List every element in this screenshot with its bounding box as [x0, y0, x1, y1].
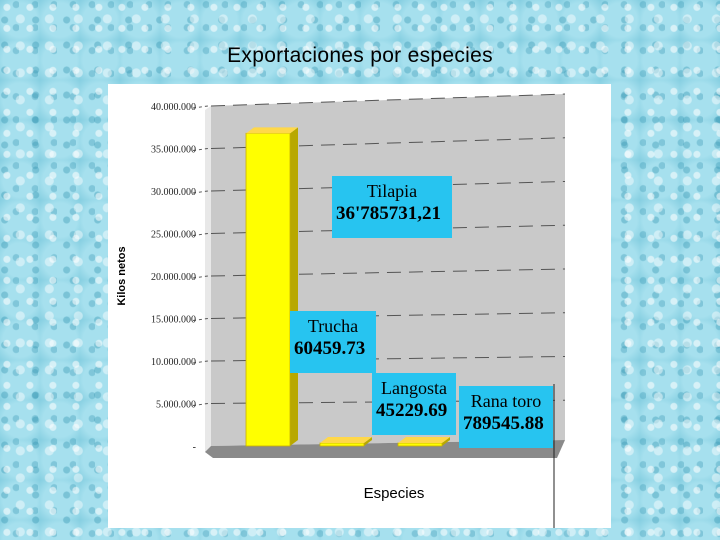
callout-value: 789545.88 — [463, 413, 544, 434]
bar-top-trucha — [320, 437, 372, 443]
y-tick-label: 10.000.000 — [151, 357, 196, 368]
bar-trucha — [319, 442, 365, 447]
bar-chart: - 5.000.000 10.000.000 15.000.000 20.000.000… — [116, 93, 566, 528]
gridline — [210, 93, 566, 107]
gridline-side — [192, 105, 209, 109]
bar-side-trucha — [364, 437, 372, 446]
callout-value: 36'785731,21 — [336, 203, 442, 224]
bar-top-tilapia — [246, 127, 298, 134]
gridline-side — [192, 148, 209, 151]
y-tick-label: - — [193, 442, 196, 453]
y-tick-label: 40.000.000 — [151, 102, 196, 113]
gridline-side — [192, 318, 209, 321]
gridline — [210, 356, 566, 362]
gridline — [210, 137, 566, 149]
callout-value: 45229.69 — [376, 400, 448, 421]
y-tick-label: 20.000.000 — [151, 272, 196, 283]
callout-tilapia: Tilapia 36'785731,21 — [332, 176, 452, 238]
slide-title: Exportaciones por especies — [227, 44, 493, 67]
callout-rana-toro: Rana toro 789545.88 — [459, 386, 553, 448]
callout-label: Rana toro — [470, 391, 542, 411]
gridline-side — [192, 275, 209, 279]
y-tick-label: 30.000.000 — [151, 187, 196, 198]
gridline — [210, 312, 566, 319]
callout-trucha: Trucha 60459.73 — [290, 311, 376, 373]
chart-panel: - 5.000.000 10.000.000 15.000.000 20.000.000… — [108, 84, 611, 528]
gridline-side — [192, 360, 209, 364]
callout-label: Trucha — [307, 316, 359, 336]
gridline — [210, 268, 566, 277]
bar-side-tilapia — [290, 127, 298, 446]
y-tick-label: 5.000.000 — [156, 400, 196, 411]
callout-value: 60459.73 — [294, 338, 366, 359]
callout-label: Tilapia — [366, 181, 418, 201]
bar-langosta — [397, 442, 443, 447]
bar-side-langosta — [442, 437, 450, 446]
bar-top-langosta — [398, 437, 450, 443]
y-tick-label: 15.000.000 — [151, 315, 196, 326]
y-axis-title: Kilos netos — [116, 246, 128, 305]
y-tick-label: 25.000.000 — [151, 230, 196, 241]
x-axis-title: Especies — [364, 485, 425, 502]
gridline-side — [192, 403, 209, 406]
callout-langosta: Langosta 45229.69 — [372, 373, 456, 435]
callout-label: Langosta — [381, 378, 447, 398]
bar-tilapia — [245, 132, 291, 447]
y-tick-label: 35.000.000 — [151, 145, 196, 156]
gridline-side — [192, 233, 209, 236]
side-wall — [205, 106, 211, 452]
gridline-side — [192, 190, 209, 194]
